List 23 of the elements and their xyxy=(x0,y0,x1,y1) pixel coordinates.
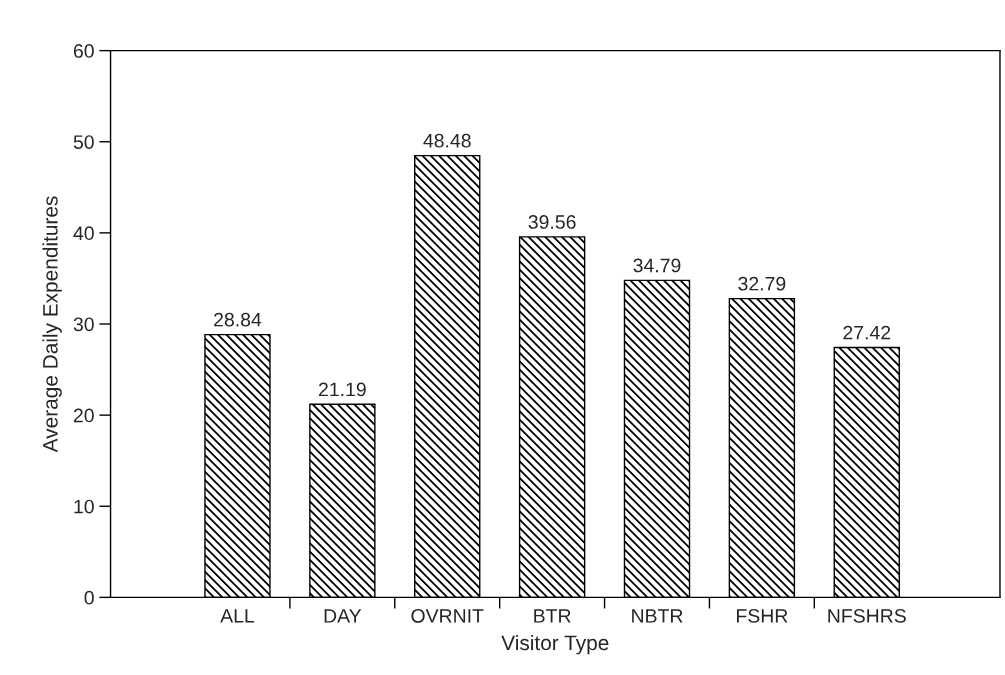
data-label: 34.79 xyxy=(633,258,681,273)
data-label: 32.79 xyxy=(738,276,786,291)
y-tick-label: 30 xyxy=(73,317,94,332)
data-label: 27.42 xyxy=(843,325,891,340)
data-label: 21.19 xyxy=(319,382,366,397)
x-axis-title: Visitor Type xyxy=(501,634,609,655)
y-tick-label: 60 xyxy=(73,44,94,58)
y-axis-title: Average Daily Expenditures xyxy=(42,196,62,453)
x-tick-label: NFSHRS xyxy=(828,609,906,623)
x-tick-label: DAY xyxy=(324,609,362,623)
y-tick-label: 10 xyxy=(74,499,94,514)
x-tick-label: BTR xyxy=(534,609,571,623)
data-label: 48.48 xyxy=(423,133,471,148)
x-tick-label: OVRNIT xyxy=(411,609,484,623)
data-label: 39.56 xyxy=(528,215,576,229)
y-tick-label: 20 xyxy=(73,408,94,423)
x-tick-label: NBTR xyxy=(632,609,683,623)
x-tick-label: FSHR xyxy=(737,609,788,623)
data-label: 28.84 xyxy=(214,312,262,327)
y-tick-label: 50 xyxy=(73,135,94,149)
x-tick-label: ALL xyxy=(220,609,255,623)
y-tick-label: 40 xyxy=(73,226,94,241)
y-tick-label: 0 xyxy=(84,590,94,605)
